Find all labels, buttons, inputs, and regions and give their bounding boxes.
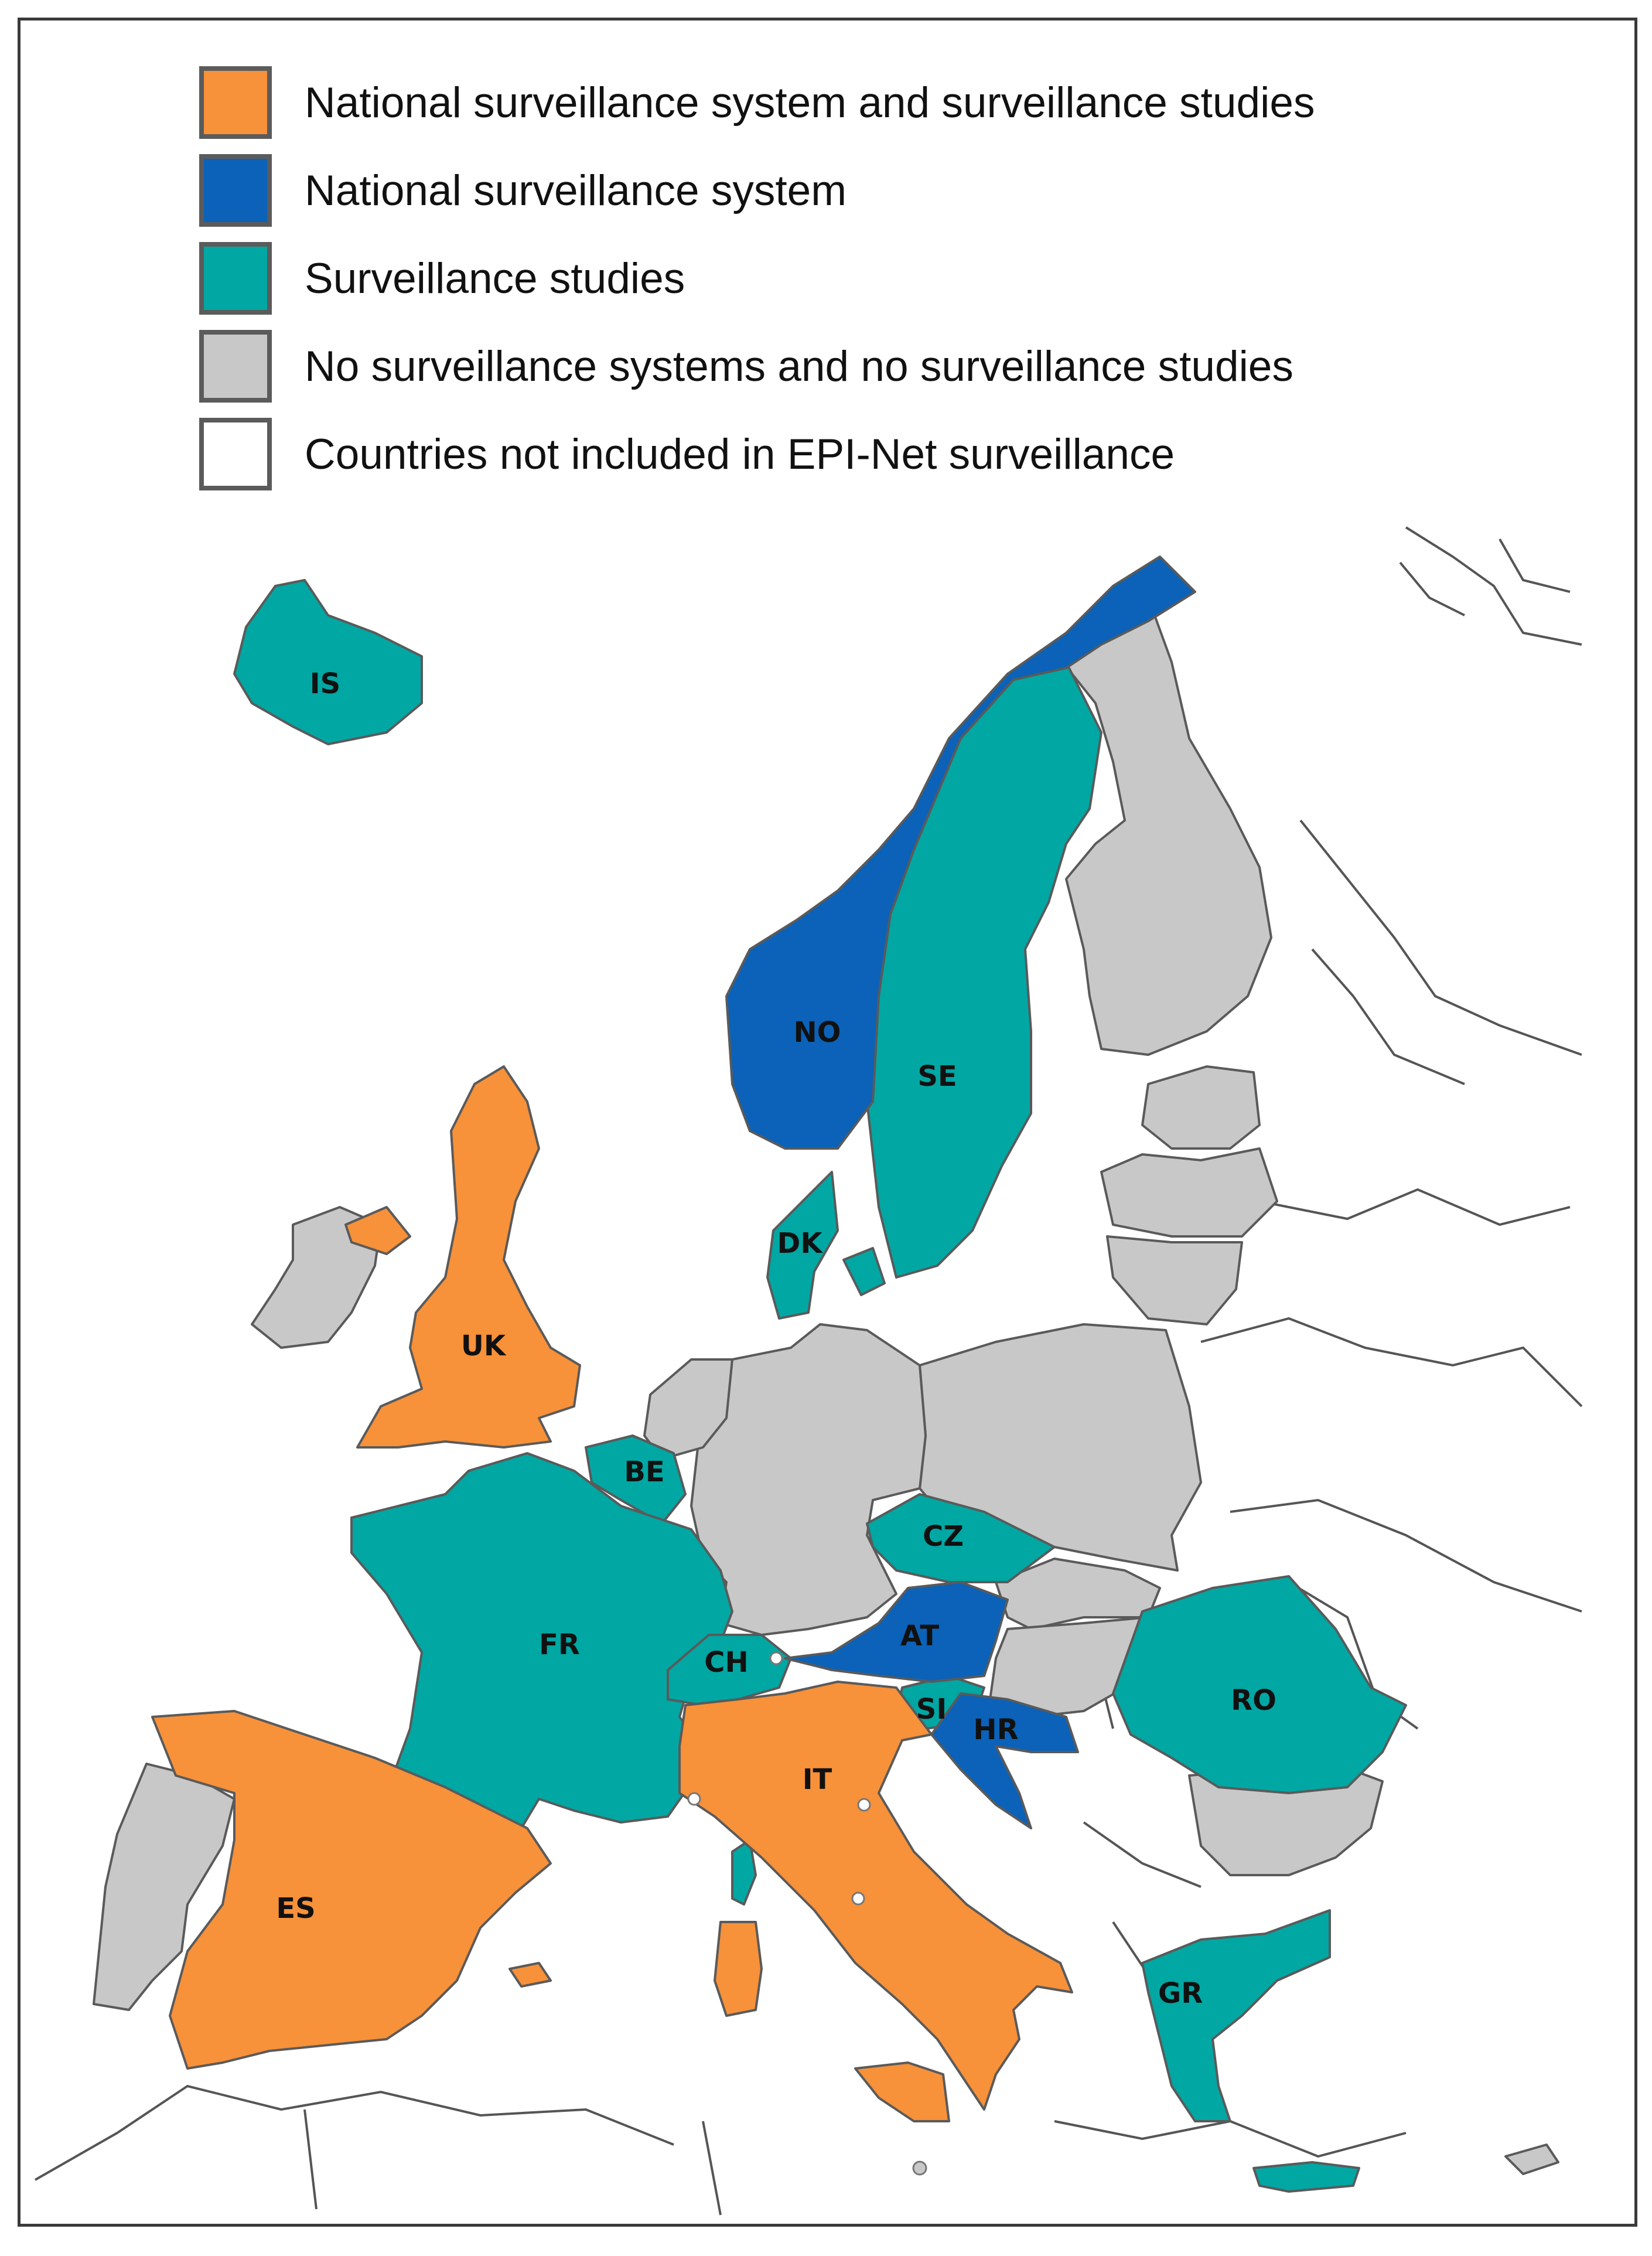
legend-label: National surveillance system	[305, 166, 847, 214]
country-labels: IS NO SE DK UK BE FR CZ AT CH SI HR RO I…	[276, 667, 1276, 2010]
legend-label: Countries not included in EPI-Net survei…	[305, 430, 1175, 478]
legend-swatch-both	[199, 66, 272, 139]
label-se: SE	[917, 1060, 957, 1093]
legend-item-both: National surveillance system and surveil…	[199, 59, 1488, 146]
country-austria	[784, 1581, 1009, 1683]
country-sardinia	[714, 1921, 763, 2017]
legend-label: Surveillance studies	[305, 254, 685, 302]
label-hr: HR	[973, 1713, 1018, 1746]
legend-swatch-none	[199, 330, 272, 403]
country-lithuania	[1106, 1235, 1243, 1325]
country-hungary	[989, 1616, 1161, 1718]
country-belgium	[585, 1434, 687, 1525]
country-netherlands	[643, 1358, 733, 1460]
country-norway	[725, 556, 1196, 1150]
grey-countries	[93, 597, 1559, 2175]
label-dk: DK	[777, 1227, 823, 1260]
country-iceland	[233, 579, 423, 745]
legend-item-none: No surveillance systems and no surveilla…	[199, 322, 1488, 410]
label-cz: CZ	[923, 1520, 964, 1553]
label-es: ES	[276, 1892, 315, 1925]
country-italy	[678, 1681, 1073, 2111]
country-northern-ireland	[344, 1206, 411, 1255]
label-gr: GR	[1158, 1977, 1203, 2010]
label-is: IS	[310, 667, 340, 700]
label-uk: UK	[461, 1330, 507, 1362]
country-romania	[1112, 1575, 1407, 1794]
city-markers	[687, 1651, 927, 2176]
country-switzerland	[667, 1634, 792, 1706]
legend-swatch-studies	[199, 242, 272, 315]
country-greece	[1141, 1909, 1331, 2122]
label-it: IT	[803, 1763, 832, 1796]
legend-item-not-included: Countries not included in EPI-Net survei…	[199, 410, 1488, 498]
country-balearics	[508, 1962, 552, 1988]
label-fr: FR	[539, 1628, 580, 1661]
country-sweden	[866, 661, 1103, 1279]
country-czechia	[866, 1493, 1056, 1583]
country-denmark-islands	[842, 1247, 886, 1296]
legend-label: No surveillance systems and no surveilla…	[305, 342, 1293, 390]
legend-label: National surveillance system and surveil…	[305, 79, 1315, 127]
legend-item-studies: Surveillance studies	[199, 234, 1488, 322]
legend-swatch-national	[199, 154, 272, 227]
country-sicily	[854, 2061, 950, 2122]
legend-swatch-not-included	[199, 418, 272, 490]
label-si: SI	[916, 1693, 947, 1726]
country-spain	[151, 1710, 552, 2070]
country-denmark	[766, 1171, 839, 1320]
blue-countries	[725, 556, 1196, 1829]
country-estonia	[1141, 1065, 1261, 1150]
country-crete	[1252, 2161, 1360, 2193]
country-germany	[690, 1323, 927, 1636]
label-be: BE	[624, 1456, 664, 1488]
map-legend: National surveillance system and surveil…	[199, 59, 1488, 498]
label-at: AT	[900, 1620, 939, 1652]
country-united-kingdom	[356, 1065, 581, 1449]
country-cyprus	[1504, 2143, 1559, 2175]
country-latvia	[1100, 1147, 1278, 1238]
country-croatia	[930, 1692, 1079, 1829]
country-finland	[1053, 597, 1272, 1056]
label-ch: CH	[704, 1646, 748, 1679]
legend-item-national: National surveillance system	[199, 146, 1488, 234]
orange-countries	[151, 1065, 1073, 2122]
label-no: NO	[794, 1016, 841, 1049]
label-ro: RO	[1231, 1684, 1276, 1717]
